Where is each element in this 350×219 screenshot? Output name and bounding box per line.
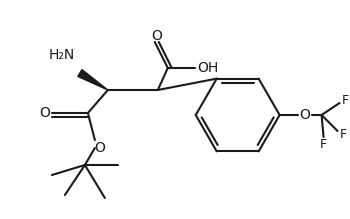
Text: F: F bbox=[342, 94, 349, 106]
Text: H₂N: H₂N bbox=[49, 48, 75, 62]
Text: O: O bbox=[40, 106, 50, 120]
Text: O: O bbox=[299, 108, 310, 122]
Text: F: F bbox=[340, 127, 347, 141]
Polygon shape bbox=[78, 70, 108, 90]
Text: F: F bbox=[320, 138, 327, 152]
Text: O: O bbox=[151, 29, 162, 43]
Text: O: O bbox=[94, 141, 105, 155]
Text: OH: OH bbox=[197, 61, 218, 75]
